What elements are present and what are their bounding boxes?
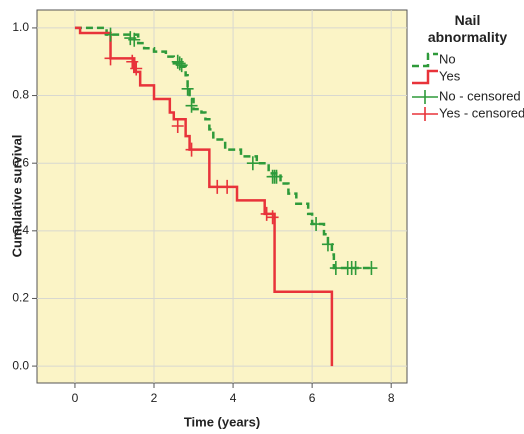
x-tick-label: 2 xyxy=(151,391,158,405)
y-tick-label: 0.8 xyxy=(12,88,29,102)
censor-mark xyxy=(128,32,141,47)
legend-label: No xyxy=(439,51,456,66)
censor-mark xyxy=(310,217,323,232)
censor-mark xyxy=(221,179,234,194)
legend-swatch xyxy=(412,90,438,104)
y-tick-label: 1.0 xyxy=(12,20,29,34)
censor-mark xyxy=(185,98,198,113)
y-tick-label: 0.4 xyxy=(12,223,29,237)
x-axis-label: Time (years) xyxy=(184,414,260,429)
y-tick-label: 0.2 xyxy=(12,291,29,305)
censor-mark xyxy=(329,261,342,276)
censor-mark xyxy=(349,261,362,276)
km-curve xyxy=(74,26,334,367)
censor-mark xyxy=(266,210,279,225)
legend-swatch xyxy=(412,52,438,68)
x-tick-label: 6 xyxy=(309,391,316,405)
legend-label: No - censored xyxy=(439,88,521,103)
censor-mark xyxy=(321,237,334,252)
y-tick-label: 0.0 xyxy=(12,358,29,372)
censor-mark xyxy=(246,156,259,171)
censor-mark xyxy=(270,169,283,184)
censor-mark xyxy=(104,27,117,42)
x-tick-label: 4 xyxy=(230,391,237,405)
censor-mark xyxy=(181,81,194,96)
censor-mark xyxy=(173,56,186,71)
legend-title: Nail abnormality xyxy=(427,12,508,45)
legend-swatch xyxy=(412,69,438,85)
censor-mark xyxy=(104,51,117,66)
censor-mark xyxy=(365,261,378,276)
censor-mark xyxy=(260,206,273,221)
y-axis-label: Cumulative survival xyxy=(9,135,24,258)
legend-swatch xyxy=(412,107,438,121)
censor-mark xyxy=(175,58,188,73)
km-curve xyxy=(74,26,372,270)
censor-mark xyxy=(185,142,198,157)
plot-area xyxy=(36,9,408,384)
x-tick-label: 0 xyxy=(72,391,79,405)
legend-label: Yes - censored xyxy=(439,105,524,120)
censor-mark xyxy=(171,118,184,133)
x-tick-label: 8 xyxy=(388,391,395,405)
legend-label: Yes xyxy=(439,68,461,83)
censor-mark xyxy=(130,61,143,76)
y-tick-label: 0.6 xyxy=(12,155,29,169)
